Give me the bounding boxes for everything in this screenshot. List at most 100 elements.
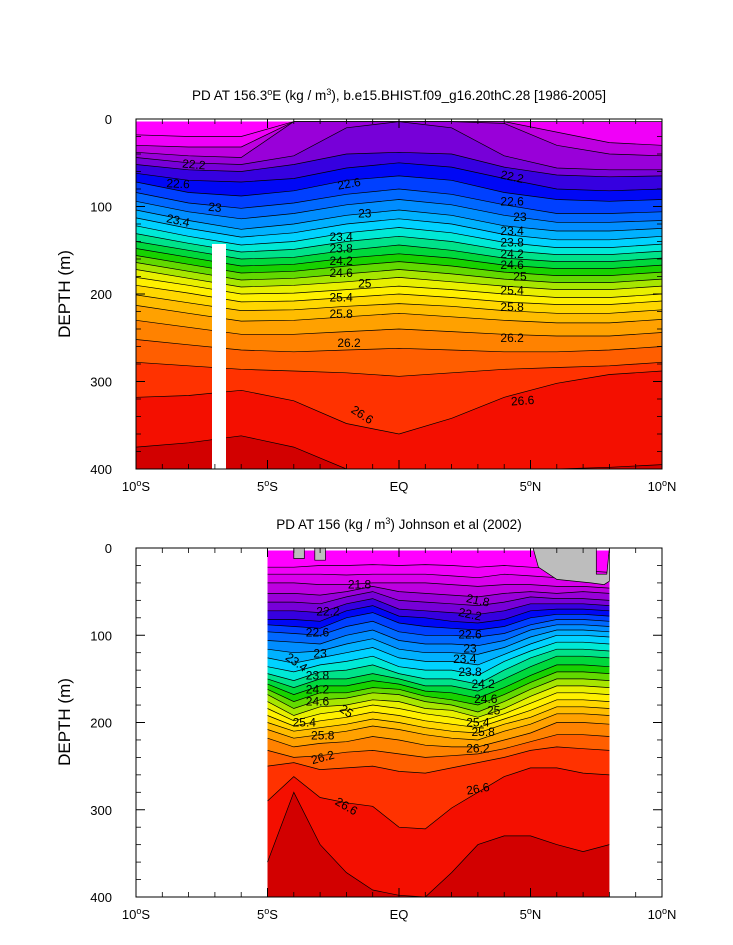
contour-label: 25.4 (293, 716, 317, 730)
contour-label: 24.6 (329, 266, 353, 280)
axis-ticks: 10oS 5oS EQ 5oN 10oN 0 100 200 300 400 (90, 541, 676, 922)
isopycnal-line (267, 624, 610, 647)
y-tick-label: 0 (105, 541, 112, 556)
missing-data-region (532, 548, 610, 585)
isopycnal-line (267, 629, 610, 655)
y-tick-label: 300 (90, 803, 112, 818)
contour-label: 22.6 (336, 175, 362, 193)
axis-ticks: 10oS 5oS EQ 5oN 10oN 0 100 200 300 400 (90, 112, 676, 494)
contour-label: 23 (313, 647, 327, 661)
contour-label: 21.8 (465, 591, 491, 610)
contour-label: 23.4 (453, 652, 477, 666)
contour-label: 23 (208, 200, 223, 215)
contour-label: 22.2 (316, 605, 340, 619)
contour-label: 22.6 (458, 627, 482, 641)
x-tick-label: 10oS (122, 478, 150, 494)
contour-label: 22.6 (306, 626, 330, 640)
isopycnal-line (267, 664, 610, 699)
contour-label: 24.6 (306, 695, 330, 709)
panel-model: 22.222.62323.422.62323.423.824.224.62525… (55, 87, 676, 494)
isopycnal-line (267, 619, 610, 638)
isopycnal-line (267, 706, 610, 734)
contour-band (267, 550, 610, 573)
contour-label: 25.8 (311, 729, 335, 743)
x-tick-label: 5oN (520, 906, 542, 922)
isopycnal-line (136, 199, 662, 223)
y-tick-label: 100 (90, 200, 112, 215)
x-tick-label: 10oN (648, 478, 677, 494)
contour-label: 22.6 (166, 176, 190, 191)
isopycnal-line (267, 791, 610, 897)
contour-label: 24.6 (500, 258, 524, 272)
contour-label: 23.8 (458, 665, 482, 679)
isopycnal-line (267, 591, 610, 606)
contour-label: 24.2 (329, 254, 353, 268)
contour-label: 25 (487, 703, 501, 717)
contour-label: 25.4 (329, 291, 353, 305)
contour-label: 26.2 (500, 331, 524, 345)
isopycnal-line (267, 678, 610, 713)
contour-label: 26.6 (510, 393, 535, 409)
contour-label: 23 (513, 210, 527, 224)
isopycnal-line (267, 586, 610, 598)
contour-label: 24.2 (471, 677, 495, 691)
isopycnal-line (267, 699, 610, 729)
missing-data-region (293, 548, 305, 559)
isopycnal-line (267, 655, 610, 692)
contour-label: 26.2 (310, 748, 336, 768)
contour-label: 25.8 (471, 725, 495, 739)
contour-label: 24.2 (306, 682, 330, 696)
y-tick-label: 200 (90, 716, 112, 731)
x-tick-label: 5oS (257, 906, 278, 922)
y-tick-label: 400 (90, 462, 112, 477)
masked-column (212, 244, 226, 469)
isopycnal-line (267, 671, 610, 706)
contour-label: 23.8 (500, 235, 524, 249)
isopycnal-line (267, 573, 610, 582)
panel-observations: 21.822.222.62323.423.824.224.62525.425.8… (55, 516, 676, 922)
contour-lines (267, 548, 610, 897)
chart-title: PD AT 156.3oE (kg / m3), b.e15.BHIST.f09… (192, 87, 606, 103)
isopycnal-line (267, 767, 610, 830)
x-tick-label: EQ (390, 907, 409, 922)
contour-label: 22.2 (499, 167, 525, 186)
contour-label: 23.4 (165, 211, 191, 230)
contour-label: 26.2 (466, 742, 490, 756)
isopycnal-line (136, 188, 662, 214)
x-tick-label: EQ (390, 479, 409, 494)
isopycnal-line (267, 648, 610, 685)
contour-label: 23 (358, 207, 372, 221)
isopycnal-line (267, 746, 610, 774)
contour-label: 23.8 (306, 668, 330, 682)
contour-label: 22.2 (182, 157, 207, 173)
contour-label: 24.2 (500, 247, 524, 261)
contour-label: 23.4 (329, 230, 353, 244)
contour-label: 25 (358, 277, 372, 291)
contour-label: 22.6 (500, 194, 524, 208)
contour-label: 25.4 (500, 284, 524, 298)
chart-title: PD AT 156 (kg / m3) Johnson et al (2002) (276, 516, 521, 532)
isopycnal-line (267, 722, 610, 748)
isopycnal-line (136, 209, 662, 232)
x-tick-label: 5oN (520, 478, 542, 494)
x-tick-label: 10oN (648, 906, 677, 922)
isopycnal-line (267, 634, 610, 666)
y-axis-label: DEPTH (m) (55, 250, 74, 338)
x-tick-label: 5oS (257, 478, 278, 494)
isopycnal-line (136, 151, 662, 178)
isopycnal-line (267, 598, 610, 615)
isopycnal-line (267, 685, 610, 718)
isopycnal-line (267, 605, 610, 624)
x-tick-label: 10oS (122, 906, 150, 922)
isopycnal-line (267, 582, 610, 589)
contour-label: 23.8 (329, 242, 353, 256)
contour-label: 21.8 (348, 578, 372, 592)
isopycnal-line (136, 217, 662, 241)
isopycnal-line (267, 713, 610, 741)
y-tick-label: 200 (90, 287, 112, 302)
isopycnal-line (267, 641, 610, 676)
isopycnal-line (136, 225, 662, 248)
contour-label: 26.6 (465, 780, 491, 798)
contour-label: 25.4 (466, 716, 490, 730)
